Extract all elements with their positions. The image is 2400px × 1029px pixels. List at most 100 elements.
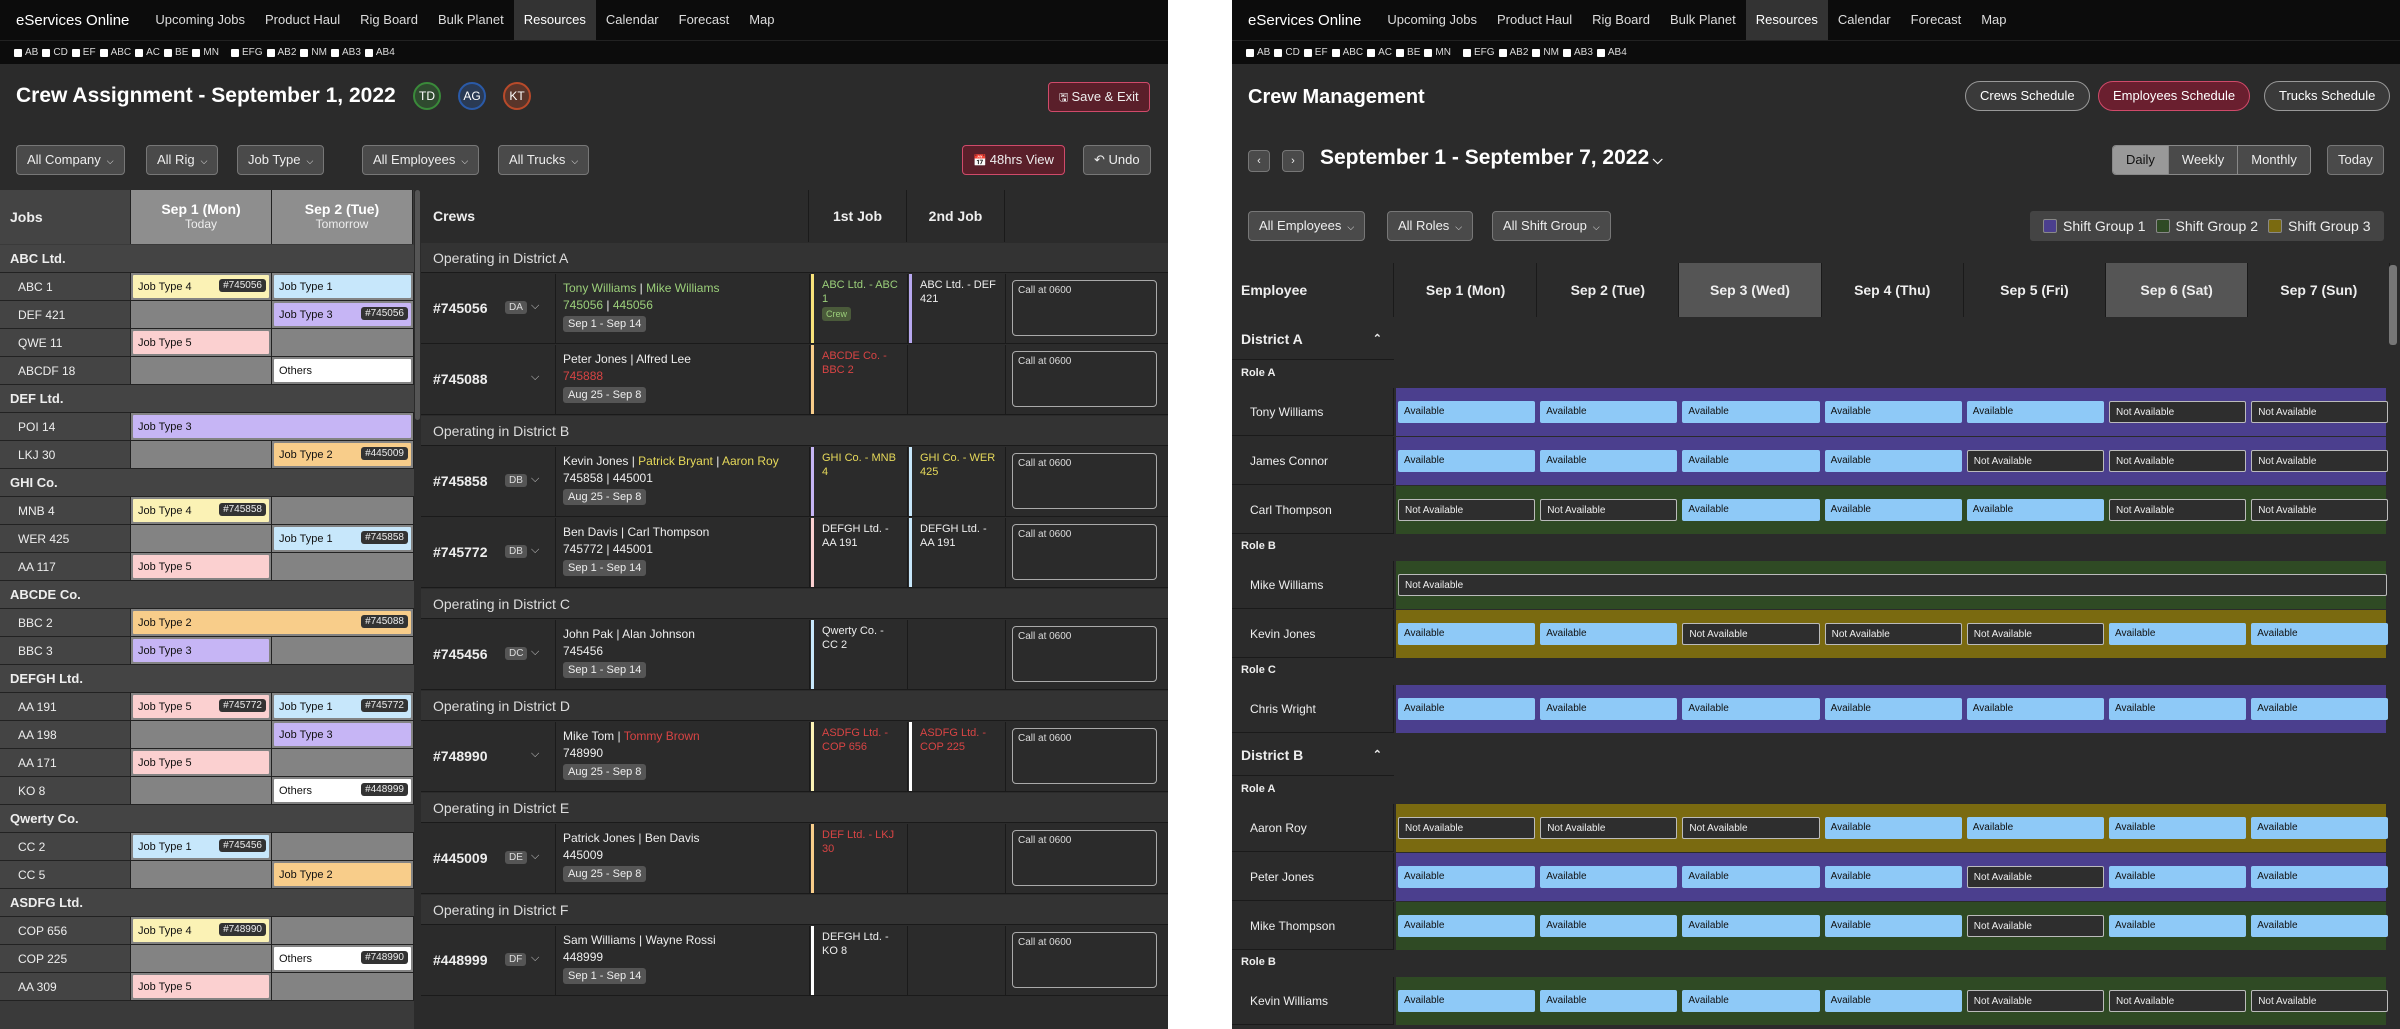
save-exit-button[interactable]: 🖫 Save & Exit bbox=[1048, 82, 1150, 112]
checkbox-box[interactable] bbox=[266, 48, 275, 57]
crew-row[interactable]: #745772 DB ⌵ Ben Davis | Carl Thompson 74577… bbox=[421, 518, 1168, 588]
checkbox-box[interactable] bbox=[135, 48, 144, 57]
brand-name[interactable]: eServices Online bbox=[1248, 11, 1362, 29]
crew-row[interactable]: #745858 DB ⌵ Kevin Jones | Patrick Bryant |… bbox=[421, 447, 1168, 517]
member-name[interactable]: Carl Thompson bbox=[627, 525, 710, 539]
availability-slot[interactable]: Available bbox=[2251, 915, 2389, 937]
availability-slot[interactable]: Available bbox=[1540, 401, 1678, 423]
filter-checkbox-ab2[interactable]: AB2 bbox=[1498, 47, 1528, 58]
job-bar[interactable]: Job Type 5 bbox=[133, 975, 269, 998]
chevron-down-icon[interactable]: ⌵ bbox=[531, 850, 540, 862]
job-cell[interactable] bbox=[131, 777, 272, 804]
availability-slot[interactable]: Not Available bbox=[2251, 450, 2389, 472]
filter-dropdown-all-employees[interactable]: All Employees ⌵ bbox=[1248, 211, 1366, 241]
filter-checkbox-be[interactable]: BE bbox=[1396, 47, 1420, 58]
first-job-cell[interactable]: ABCDE Co. - BBC 2 bbox=[811, 345, 905, 414]
member-name[interactable]: Alan Johnson bbox=[622, 627, 695, 641]
tab-trucks-schedule[interactable]: Trucks Schedule bbox=[2264, 81, 2391, 111]
call-time-input[interactable]: Call at 0600 bbox=[1012, 453, 1157, 509]
checkbox-box[interactable] bbox=[1596, 48, 1605, 57]
availability-slot[interactable]: Available bbox=[1824, 915, 1962, 937]
filter-checkbox-ab[interactable]: AB bbox=[1246, 47, 1270, 58]
job-bar[interactable]: Others #748990 bbox=[274, 947, 411, 970]
job-cell[interactable] bbox=[272, 637, 414, 664]
checkbox-box[interactable] bbox=[1424, 48, 1433, 57]
nav-item-resources[interactable]: Resources bbox=[513, 0, 596, 40]
job-cell[interactable] bbox=[131, 525, 272, 552]
job-cell[interactable]: Job Type 1 bbox=[272, 273, 414, 300]
availability-slot[interactable]: Not Available bbox=[1824, 623, 1962, 645]
job-bar[interactable]: Job Type 4 #745858 bbox=[133, 499, 269, 522]
job-cell[interactable]: Job Type 2 #445009 bbox=[272, 441, 414, 468]
availability-slot[interactable]: Available bbox=[1540, 866, 1678, 888]
employee-name[interactable]: Aaron Roy bbox=[1232, 804, 1394, 852]
availability-slot[interactable]: Not Available bbox=[2109, 401, 2247, 423]
checkbox-box[interactable] bbox=[99, 48, 108, 57]
checkbox-box[interactable] bbox=[71, 48, 80, 57]
chevron-up-icon[interactable]: ⌃ bbox=[1372, 333, 1382, 345]
job-cell[interactable] bbox=[272, 917, 414, 944]
checkbox-box[interactable] bbox=[1462, 48, 1471, 57]
job-bar[interactable]: Job Type 5 bbox=[133, 331, 269, 354]
crew-row[interactable]: #448999 DF ⌵ Sam Williams | Wayne Rossi 4489… bbox=[421, 926, 1168, 996]
availability-slot[interactable]: Not Available bbox=[1398, 574, 2388, 596]
nav-item-bulk-planet[interactable]: Bulk Planet bbox=[437, 12, 504, 27]
availability-slot[interactable]: Not Available bbox=[1682, 623, 1820, 645]
call-time-input[interactable]: Call at 0600 bbox=[1012, 626, 1157, 682]
legend-item[interactable]: Shift Group 3 bbox=[2268, 218, 2371, 234]
job-cell[interactable]: Job Type 5 bbox=[131, 973, 272, 1000]
employee-name[interactable]: Tony Williams bbox=[1232, 388, 1394, 436]
availability-slot[interactable]: Available bbox=[2251, 866, 2389, 888]
availability-slot[interactable]: Not Available bbox=[2251, 401, 2389, 423]
second-job-cell[interactable]: ABC Ltd. - DEF 421 bbox=[909, 274, 1003, 343]
job-bar[interactable]: Others #448999 bbox=[274, 779, 411, 802]
legend-item[interactable]: Shift Group 1 bbox=[2043, 218, 2146, 234]
filter-checkbox-cd[interactable]: CD bbox=[1274, 47, 1300, 58]
employee-name[interactable]: Kevin Williams bbox=[1232, 977, 1394, 1025]
availability-slot[interactable]: Available bbox=[1682, 866, 1820, 888]
chevron-down-icon[interactable]: ⌵ bbox=[531, 473, 540, 485]
job-bar[interactable]: Job Type 3 bbox=[133, 639, 269, 662]
call-time-input[interactable]: Call at 0600 bbox=[1012, 280, 1157, 336]
job-bar[interactable]: Job Type 1 bbox=[274, 275, 411, 298]
nav-item-map[interactable]: Map bbox=[749, 12, 775, 27]
availability-slot[interactable]: Available bbox=[1824, 450, 1962, 472]
job-bar[interactable]: Job Type 3 #745056 bbox=[274, 303, 411, 326]
job-bar[interactable]: Job Type 5 #745772 bbox=[133, 695, 269, 718]
avatar[interactable]: KT bbox=[503, 82, 531, 110]
availability-slot[interactable]: Available bbox=[2109, 915, 2247, 937]
member-name[interactable]: Aaron Roy bbox=[722, 454, 779, 468]
employee-name[interactable]: Kevin Jones bbox=[1232, 610, 1394, 658]
job-cell[interactable]: Job Type 3 bbox=[272, 721, 414, 748]
chevron-down-icon[interactable]: ⌵ bbox=[531, 748, 540, 760]
availability-slot[interactable]: Available bbox=[1824, 817, 1962, 839]
filter-checkbox-efg[interactable]: EFG bbox=[230, 47, 263, 58]
employee-name[interactable]: Peter Jones bbox=[1232, 853, 1394, 901]
checkbox-box[interactable] bbox=[230, 48, 239, 57]
availability-slot[interactable]: Available bbox=[1398, 450, 1536, 472]
view-monthly[interactable]: Monthly bbox=[2238, 146, 2310, 174]
nav-item-rig-board[interactable]: Rig Board bbox=[1592, 12, 1650, 27]
job-cell[interactable]: Job Type 1 #745772 bbox=[272, 693, 414, 720]
employee-name[interactable]: Mike Williams bbox=[1232, 561, 1394, 609]
nav-item-upcoming-jobs[interactable]: Upcoming Jobs bbox=[155, 12, 245, 27]
availability-slot[interactable]: Available bbox=[2251, 623, 2389, 645]
checkbox-box[interactable] bbox=[1562, 48, 1571, 57]
first-job-cell[interactable]: DEFGH Ltd. - KO 8 bbox=[811, 926, 905, 995]
nav-item-rig-board[interactable]: Rig Board bbox=[360, 12, 418, 27]
availability-slot[interactable]: Not Available bbox=[1966, 990, 2104, 1012]
availability-slot[interactable]: Available bbox=[1824, 401, 1962, 423]
first-job-cell[interactable]: GHI Co. - MNB 4 bbox=[811, 447, 905, 516]
job-cell[interactable]: Job Type 1 #745858 bbox=[272, 525, 414, 552]
job-cell[interactable] bbox=[131, 945, 272, 972]
availability-slot[interactable]: Available bbox=[1682, 450, 1820, 472]
filter-checkbox-ab3[interactable]: AB3 bbox=[1562, 47, 1593, 58]
job-bar[interactable]: Job Type 1 #745456 bbox=[133, 835, 269, 858]
availability-slot[interactable]: Not Available bbox=[2251, 499, 2389, 521]
filter-dropdown-all-rig[interactable]: All Rig ⌵ bbox=[146, 145, 219, 175]
chevron-up-icon[interactable]: ⌃ bbox=[1372, 749, 1382, 761]
filter-dropdown-job-type[interactable]: Job Type ⌵ bbox=[237, 145, 325, 175]
checkbox-box[interactable] bbox=[192, 48, 201, 57]
job-cell[interactable] bbox=[131, 861, 272, 888]
member-name[interactable]: Tommy Brown bbox=[623, 729, 700, 743]
